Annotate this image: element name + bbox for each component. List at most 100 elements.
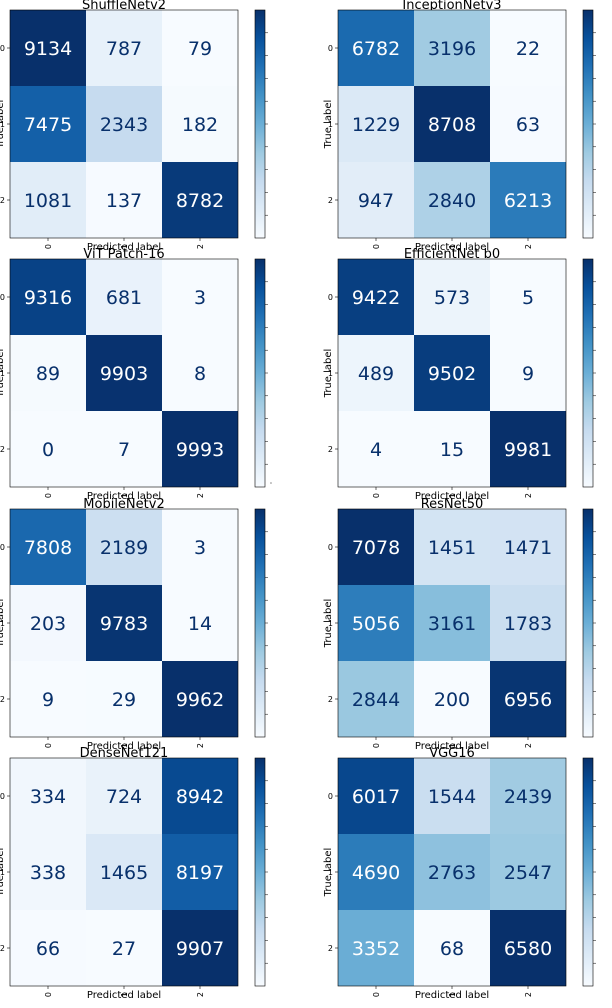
cell-value-label: 8	[194, 363, 206, 385]
heatmap-cell	[338, 86, 414, 162]
panel-8: VGG16 6017 1544 2439 4690 2763 2547 3352 68 6580 0…	[323, 746, 596, 1001]
cell-value-label: 1229	[352, 114, 400, 136]
heatmap-cell	[86, 585, 162, 661]
heatmap-cell	[338, 758, 414, 834]
cell-value-label: 9422	[352, 287, 400, 309]
x-tick-label: 0	[372, 244, 381, 249]
cell-value-label: 2343	[100, 114, 148, 136]
x-tick-label: 2	[196, 244, 205, 249]
cell-value-label: 9316	[24, 287, 72, 309]
cell-value-label: 7078	[352, 537, 400, 559]
y-tick-label: 0	[328, 44, 333, 53]
y-tick-label: 1	[0, 369, 5, 378]
x-tick-label: 1	[120, 244, 129, 249]
cell-value-label: 2840	[428, 190, 476, 212]
x-tick-label: 0	[372, 743, 381, 748]
colorbar	[582, 9, 594, 239]
x-tick-label: 2	[524, 493, 533, 498]
heatmap-cell	[10, 10, 86, 86]
cell-value-label: 3161	[428, 613, 476, 635]
heatmap-cell	[162, 86, 238, 162]
cell-value-label: 3352	[352, 938, 400, 960]
heatmap-cell	[338, 259, 414, 335]
x-axis-label: Predicted label	[87, 990, 161, 1001]
x-axis-label: Predicted label	[415, 491, 489, 502]
heatmap-cell	[414, 834, 490, 910]
heatmap-cell	[86, 411, 162, 487]
cell-value-label: 2763	[428, 862, 476, 884]
panel-title: MobileNetv2	[83, 497, 164, 512]
heatmap-cell	[338, 910, 414, 986]
heatmap-cell	[162, 585, 238, 661]
cell-value-label: 9962	[176, 689, 224, 711]
y-tick-label: 2	[0, 944, 5, 953]
y-tick-label: 0	[328, 792, 333, 801]
y-axis-label: True label	[323, 100, 334, 150]
cell-value-label: 724	[106, 786, 142, 808]
x-tick-label: 2	[524, 244, 533, 249]
x-tick-label: 2	[196, 992, 205, 997]
colorbar	[254, 258, 266, 488]
cell-value-label: 200	[434, 689, 470, 711]
heatmap-cell	[86, 661, 162, 737]
cell-value-label: 489	[358, 363, 394, 385]
heatmap-cell	[414, 259, 490, 335]
colorbar	[582, 258, 594, 488]
heatmap-cell	[490, 834, 566, 910]
heatmap-cell	[338, 335, 414, 411]
heatmap-cell	[490, 661, 566, 737]
colorbar	[254, 508, 266, 738]
cell-value-label: 14	[188, 613, 212, 635]
heatmap-cell	[338, 509, 414, 585]
heatmap-cell	[86, 910, 162, 986]
heatmap-cell	[10, 335, 86, 411]
y-tick-label: 2	[328, 196, 333, 205]
x-tick-label: 1	[120, 992, 129, 997]
x-axis-label: Predicted label	[87, 242, 161, 253]
cell-value-label: 1465	[100, 862, 148, 884]
cell-value-label: 5056	[352, 613, 400, 635]
heatmap-cell	[86, 335, 162, 411]
heatmap-cell	[490, 585, 566, 661]
y-tick-label: 2	[0, 196, 5, 205]
y-axis-label: True label	[323, 599, 334, 649]
y-tick-label: 1	[328, 369, 333, 378]
heatmap-cell	[414, 86, 490, 162]
cell-value-label: 2547	[504, 862, 552, 884]
cell-value-label: 9993	[176, 439, 224, 461]
heatmap-cell	[10, 86, 86, 162]
heatmap-cell	[414, 411, 490, 487]
heatmap-cell	[162, 910, 238, 986]
panel-title: DenseNet121	[80, 746, 169, 761]
x-axis-label: Predicted label	[87, 491, 161, 502]
cell-value-label: 6017	[352, 786, 400, 808]
y-axis-label: True label	[0, 599, 6, 649]
cell-value-label: 6782	[352, 38, 400, 60]
heatmap-cell	[86, 758, 162, 834]
cell-value-label: 787	[106, 38, 142, 60]
x-tick-label: 2	[196, 493, 205, 498]
cell-value-label: 5	[522, 287, 534, 309]
cell-value-label: 9	[522, 363, 534, 385]
cell-value-label: 8942	[176, 786, 224, 808]
cell-value-label: 8708	[428, 114, 476, 136]
y-tick-label: 0	[328, 293, 333, 302]
y-axis-label: True label	[323, 848, 334, 898]
x-axis-label: Predicted label	[87, 741, 161, 752]
panel-4: EfficientNet b0 9422 573 5 489 9502 9 4 15 9981 0 1…	[323, 247, 596, 502]
heatmap-cell	[490, 509, 566, 585]
cell-value-label: 947	[358, 190, 394, 212]
x-axis-label: Predicted label	[415, 741, 489, 752]
cell-value-label: 9783	[100, 613, 148, 635]
panel-title: ResNet50	[421, 497, 484, 512]
cell-value-label: 9502	[428, 363, 476, 385]
heatmap-cell	[338, 411, 414, 487]
heatmap-cell	[10, 834, 86, 910]
colorbar	[582, 757, 594, 987]
cell-value-label: 1544	[428, 786, 476, 808]
heatmap-cell	[490, 411, 566, 487]
cell-value-label: 6956	[504, 689, 552, 711]
cell-value-label: 2189	[100, 537, 148, 559]
heatmap-cell	[414, 661, 490, 737]
